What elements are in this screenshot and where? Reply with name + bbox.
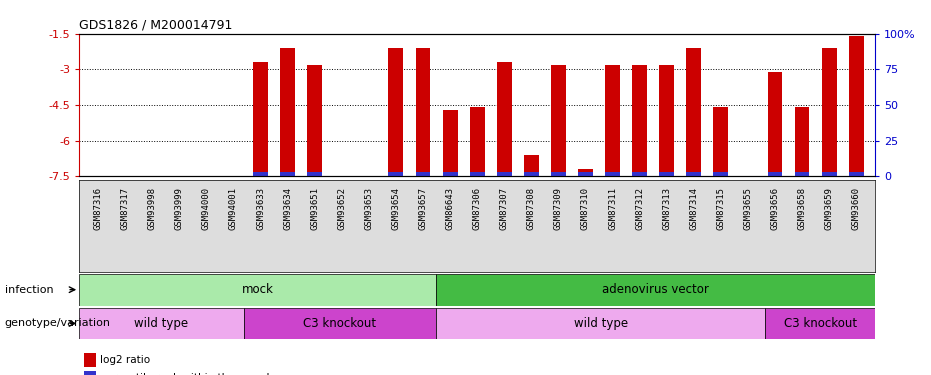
Text: GSM93633: GSM93633 (256, 188, 265, 230)
Text: GSM87311: GSM87311 (608, 188, 617, 230)
Text: GSM87306: GSM87306 (473, 188, 481, 230)
Text: GSM93658: GSM93658 (798, 188, 806, 230)
Bar (307, 172, 322, 176)
Bar (470, 172, 484, 176)
Text: GSM87307: GSM87307 (500, 188, 508, 230)
Bar (79, 274, 436, 306)
Bar (415, 48, 430, 176)
Bar (497, 62, 512, 176)
Text: wild type: wild type (134, 317, 189, 330)
Text: GSM93655: GSM93655 (743, 188, 752, 230)
Bar (578, 169, 593, 176)
Text: genotype/variation: genotype/variation (5, 318, 111, 328)
Text: adenovirus vector: adenovirus vector (602, 283, 709, 296)
Bar (659, 172, 674, 176)
Text: GSM87316: GSM87316 (94, 188, 102, 230)
Text: percentile rank within the sample: percentile rank within the sample (100, 373, 276, 375)
Bar (280, 172, 295, 176)
Bar (605, 64, 620, 176)
Text: GSM93653: GSM93653 (364, 188, 373, 230)
Text: GSM93998: GSM93998 (148, 188, 156, 230)
Bar (436, 274, 875, 306)
Text: GSM87315: GSM87315 (716, 188, 725, 230)
Text: infection: infection (5, 285, 53, 295)
Bar (767, 172, 782, 176)
Text: GSM94001: GSM94001 (229, 188, 238, 230)
Bar (280, 48, 295, 176)
Bar (524, 155, 539, 176)
Text: GSM87312: GSM87312 (635, 188, 644, 230)
Bar (822, 172, 837, 176)
Bar (551, 64, 566, 176)
Bar (388, 172, 403, 176)
Text: GSM87317: GSM87317 (121, 188, 129, 230)
Bar (442, 110, 457, 176)
Text: GSM93651: GSM93651 (310, 188, 319, 230)
Bar (794, 107, 809, 176)
Text: GSM93657: GSM93657 (419, 188, 427, 230)
Bar (794, 172, 809, 176)
Bar (307, 64, 322, 176)
Bar (244, 308, 436, 339)
Text: GSM93654: GSM93654 (391, 188, 400, 230)
Text: GSM94000: GSM94000 (202, 188, 211, 230)
Text: GSM93656: GSM93656 (771, 188, 779, 230)
Bar (765, 308, 875, 339)
Text: GSM87308: GSM87308 (527, 188, 535, 230)
Text: GSM86643: GSM86643 (446, 188, 454, 230)
Bar (767, 72, 782, 176)
Bar (436, 308, 765, 339)
Bar (442, 172, 457, 176)
Text: GSM87310: GSM87310 (581, 188, 590, 230)
Text: GDS1826 / M200014791: GDS1826 / M200014791 (79, 18, 233, 31)
Bar (578, 172, 593, 176)
Bar (686, 48, 701, 176)
Bar (686, 172, 701, 176)
Text: GSM87314: GSM87314 (689, 188, 698, 230)
Bar (849, 172, 864, 176)
Text: GSM87313: GSM87313 (662, 188, 671, 230)
Bar (415, 172, 430, 176)
Text: log2 ratio: log2 ratio (100, 355, 150, 365)
Text: mock: mock (242, 283, 274, 296)
Bar (822, 48, 837, 176)
Bar (79, 308, 244, 339)
Text: GSM93999: GSM93999 (175, 188, 183, 230)
Bar (470, 107, 484, 176)
Text: GSM93652: GSM93652 (337, 188, 346, 230)
Bar (524, 172, 539, 176)
Bar (605, 172, 620, 176)
Bar (713, 172, 728, 176)
Bar (632, 64, 647, 176)
Text: C3 knockout: C3 knockout (304, 317, 376, 330)
Bar (388, 48, 403, 176)
Bar (551, 172, 566, 176)
Text: GSM93659: GSM93659 (825, 188, 833, 230)
Text: GSM87309: GSM87309 (554, 188, 563, 230)
Bar (713, 107, 728, 176)
Bar (849, 36, 864, 176)
Bar (497, 172, 512, 176)
Text: GSM93634: GSM93634 (283, 188, 292, 230)
Text: wild type: wild type (573, 317, 627, 330)
Bar (632, 172, 647, 176)
Bar (659, 64, 674, 176)
Bar (253, 172, 268, 176)
Text: GSM93660: GSM93660 (852, 188, 860, 230)
Bar (253, 62, 268, 176)
Text: C3 knockout: C3 knockout (784, 317, 857, 330)
